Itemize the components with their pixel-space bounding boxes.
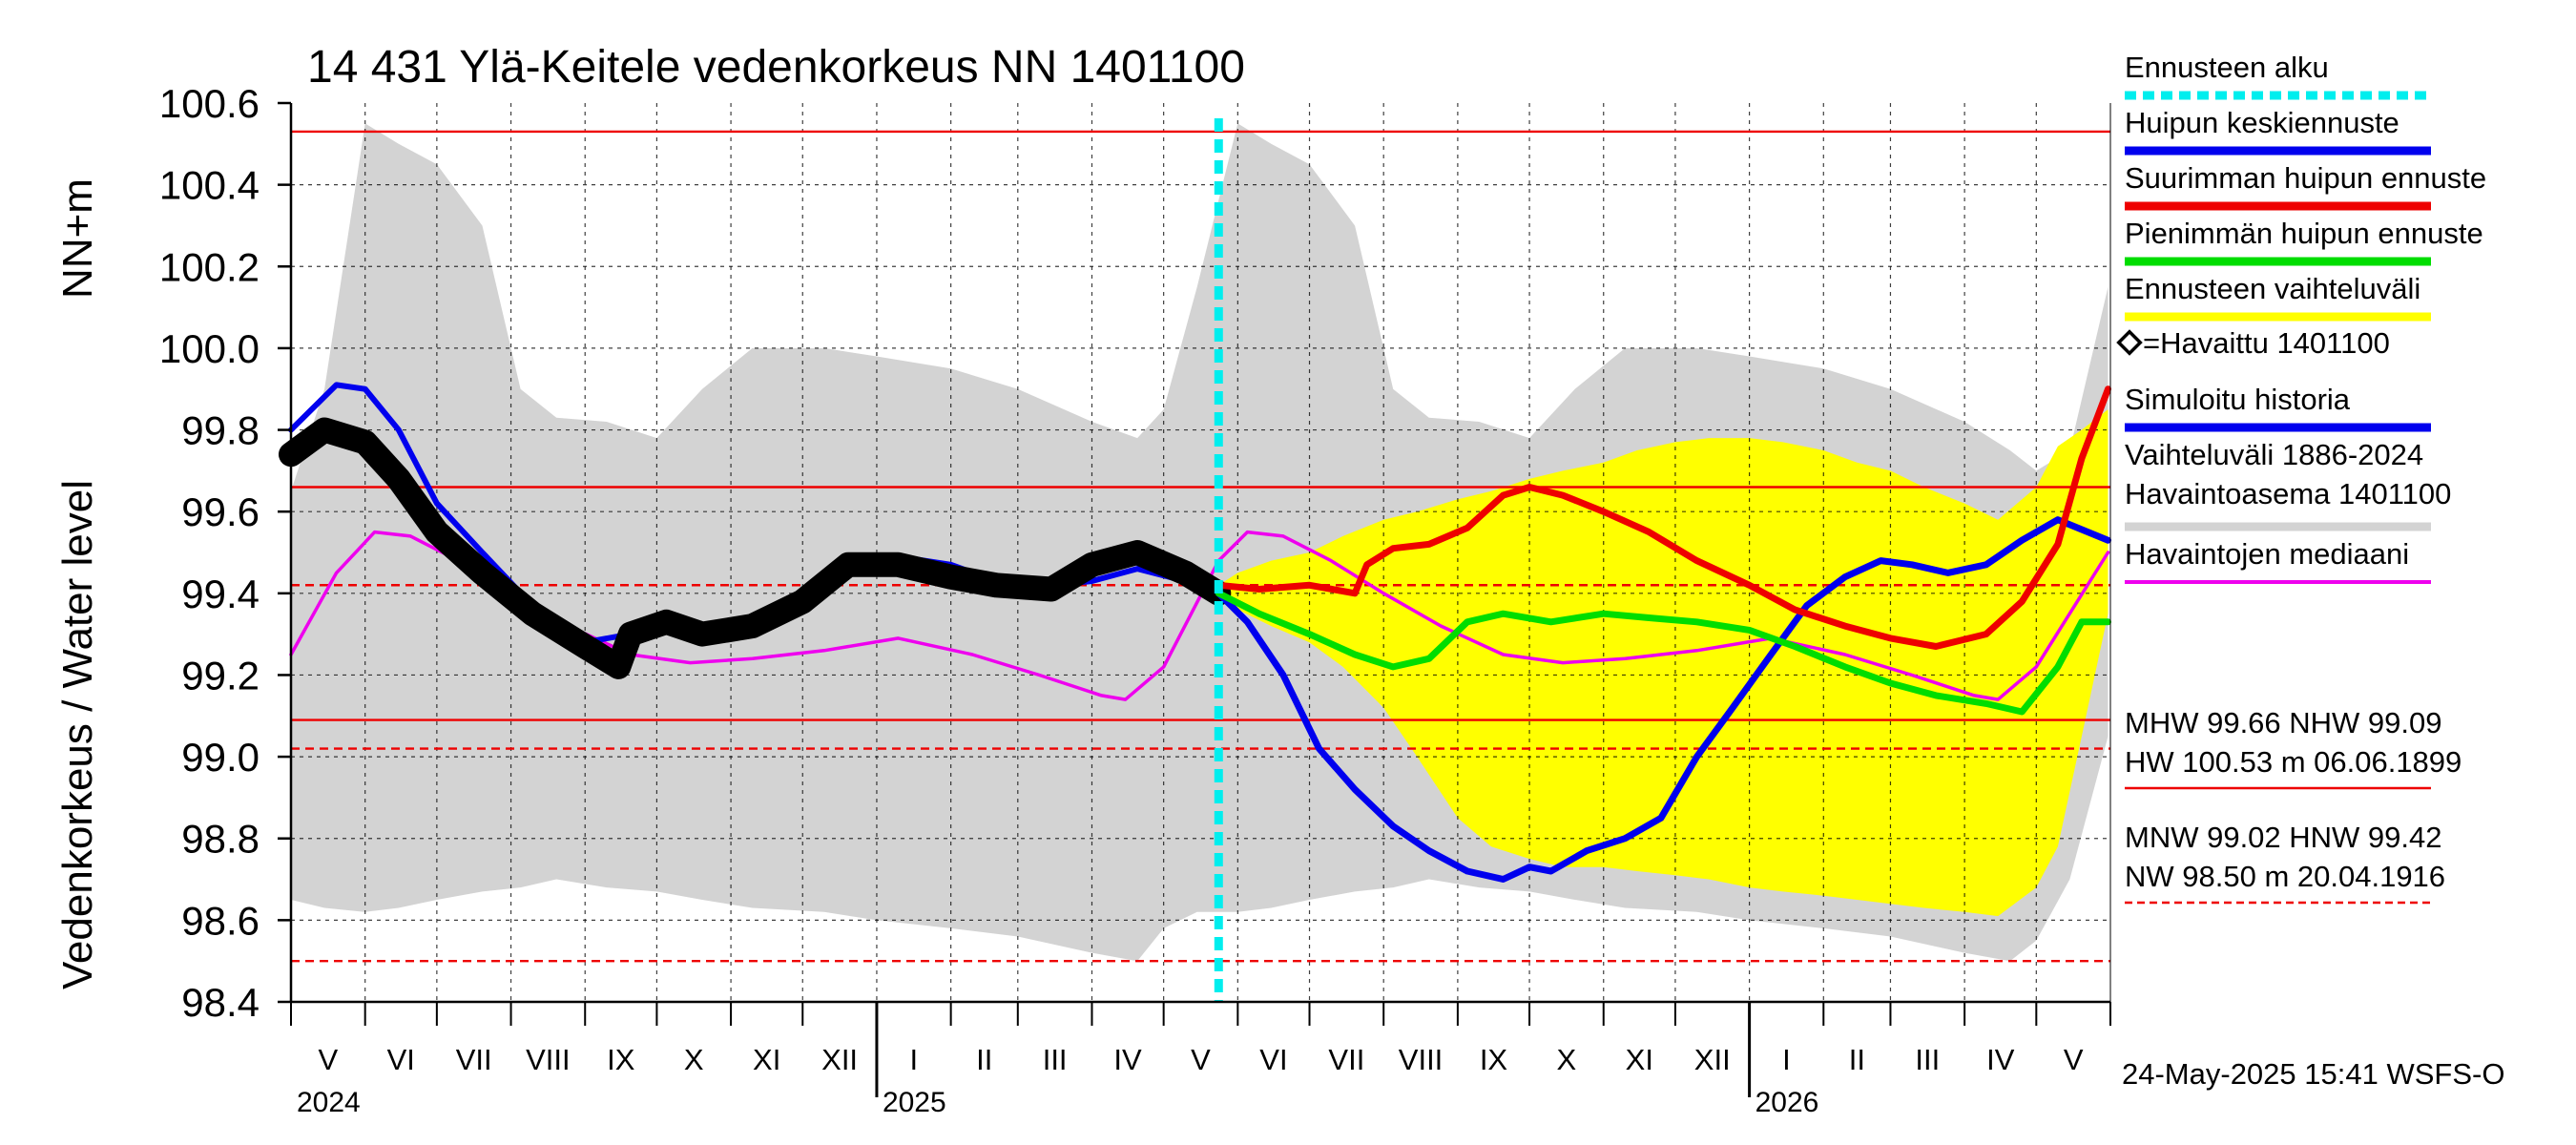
series-line-huipun-keskiennuste [1215,516,2111,883]
y-tick-label: 100.2 [159,244,260,289]
stats-block: MHW 99.66 NHW 99.09 HW 100.53 m 06.06.189… [2125,706,2462,790]
legend-item-suurimman-huipun-ennuste: Suurimman huipun ennuste [2125,161,2486,211]
y-tick-label: 100.0 [159,326,260,371]
stats-line: MHW 99.66 NHW 99.09 [2125,706,2442,739]
y-tick-label: 99.0 [181,735,260,780]
legend-item-havaintojen-mediaani: Havaintojen mediaani [2125,537,2431,584]
stats-line: HW 100.53 m 06.06.1899 [2125,745,2462,779]
x-month-label: IX [607,1043,635,1076]
legend-label: Ennusteen alku [2125,51,2329,84]
legend-label: Ennusteen vaihteluväli [2125,272,2420,305]
y-tick-label: 98.6 [181,898,260,943]
x-year-label: 2025 [883,1087,946,1118]
axes: 100.6 100.4 100.2 100.0 99.8 99.6 99.4 99.2 99.0… [159,81,2111,1118]
legend-marker-diamond [2116,329,2143,356]
x-month-label: V [2064,1043,2084,1076]
x-month-label: II [976,1043,992,1076]
legend-item-huipun-keskiennuste: Huipun keskiennuste [2125,106,2431,156]
y-tick-label: 100.4 [159,163,260,208]
legend-item-havaittu-1401100: =Havaittu 1401100 [2116,326,2390,360]
legend-label: Suurimman huipun ennuste [2125,161,2486,195]
legend-label: Huipun keskiennuste [2125,106,2399,139]
x-month-label: XI [753,1043,780,1076]
y-tick-label: 99.8 [181,408,260,453]
legend-item-pienimman-huipun-ennuste: Pienimmän huipun ennuste [2125,217,2483,266]
legend-label: Havaintojen mediaani [2125,537,2409,571]
y-tick-label: 100.6 [159,81,260,126]
y-tick-label: 98.8 [181,817,260,862]
x-month-label: IV [1113,1043,1142,1076]
y-tick-label: 98.4 [181,980,260,1025]
legend-item-ennusteen-alku: Ennusteen alku [2125,51,2431,100]
x-month-label: VII [456,1043,492,1076]
x-month-label: VII [1328,1043,1364,1076]
x-month-label: XII [821,1043,858,1076]
x-month-label: X [1557,1043,1577,1076]
stats-line: MNW 99.02 HNW 99.42 [2125,821,2442,854]
legend-item-ennusteen-vaihteluvali: Ennusteen vaihteluväli [2125,272,2431,322]
series-line-pienimman-huipun-ennuste [1215,590,2111,716]
x-month-label: IV [1986,1043,2015,1076]
stats-block: MNW 99.02 HNW 99.42 NW 98.50 m 20.04.1916 [2125,821,2445,905]
legend-label: Pienimmän huipun ennuste [2125,217,2483,250]
legend-item-vaihteluvali-1886-2024: Vaihteluväli 1886-2024 Havaintoasema 140… [2125,438,2451,531]
x-month-label: IX [1480,1043,1508,1076]
y-tick-label: 99.6 [181,489,260,534]
legend-label: Havaintoasema 1401100 [2125,477,2451,510]
legend: Ennusteen alku Huipun keskiennuste Suurimm… [2116,51,2486,905]
chart-title: 14 431 Ylä-Keitele vedenkorkeus NN 14011… [307,42,1245,93]
x-month-label: XI [1626,1043,1653,1076]
legend-item-simuloitu-historia: Simuloitu historia [2125,383,2431,432]
x-month-label: VI [387,1043,415,1076]
legend-label: =Havaittu 1401100 [2143,326,2390,360]
y-axis-label: Vedenkorkeus / Water level [54,480,101,989]
x-month-label: I [1782,1043,1791,1076]
series-line-havaittu-1401100 [279,417,1232,679]
x-year-label: 2024 [297,1087,361,1118]
x-month-label: VIII [526,1043,571,1076]
x-month-label: X [684,1043,704,1076]
y-axis-labels: Vedenkorkeus / Water level NN+m [54,178,101,989]
y-axis-unit-label: NN+m [54,178,101,299]
series-line-suurimman-huipun-ennuste [1215,385,2111,650]
x-month-label: I [909,1043,918,1076]
legend-label: Simuloitu historia [2125,383,2351,416]
x-month-label: VI [1259,1043,1287,1076]
timestamp-footer: 24-May-2025 15:41 WSFS-O [2122,1057,2504,1091]
plot-area [279,103,2111,1002]
x-month-label: III [1915,1043,1940,1076]
x-month-label: II [1849,1043,1865,1076]
x-month-label: XII [1694,1043,1731,1076]
legend-label: Vaihteluväli 1886-2024 [2125,438,2423,471]
x-month-label: V [1191,1043,1211,1076]
x-month-label: VIII [1399,1043,1444,1076]
x-month-label: V [318,1043,338,1076]
stats-line: NW 98.50 m 20.04.1916 [2125,860,2445,893]
x-year-label: 2026 [1755,1087,1819,1118]
y-tick-label: 99.4 [181,572,260,616]
y-tick-label: 99.2 [181,653,260,697]
x-month-label: III [1043,1043,1068,1076]
